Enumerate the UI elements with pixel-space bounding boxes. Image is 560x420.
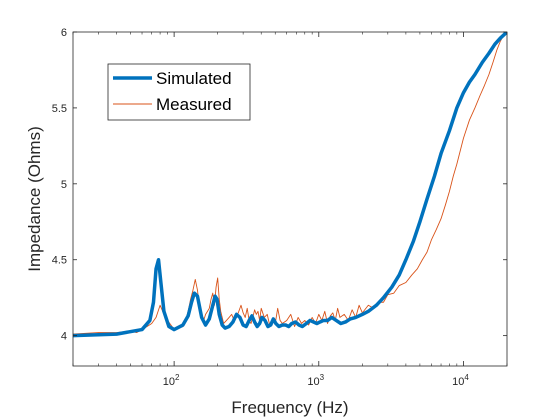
legend-label-measured: Measured [156, 95, 232, 114]
plot-frame [72, 31, 508, 367]
y-tick-label: 5.5 [52, 103, 67, 115]
y-tick-label: 4 [61, 331, 67, 343]
legend: Simulated Measured [107, 63, 251, 121]
y-tick-label: 5 [61, 179, 67, 191]
y-tick-label: 4.5 [52, 255, 67, 267]
legend-label-simulated: Simulated [156, 69, 232, 88]
legend-box [107, 63, 251, 121]
x-axis-label: Frequency (Hz) [231, 398, 348, 417]
y-tick-label: 6 [61, 27, 67, 39]
y-axis-label: Impedance (Ohms) [25, 126, 44, 272]
series-line-simulated [73, 32, 507, 338]
